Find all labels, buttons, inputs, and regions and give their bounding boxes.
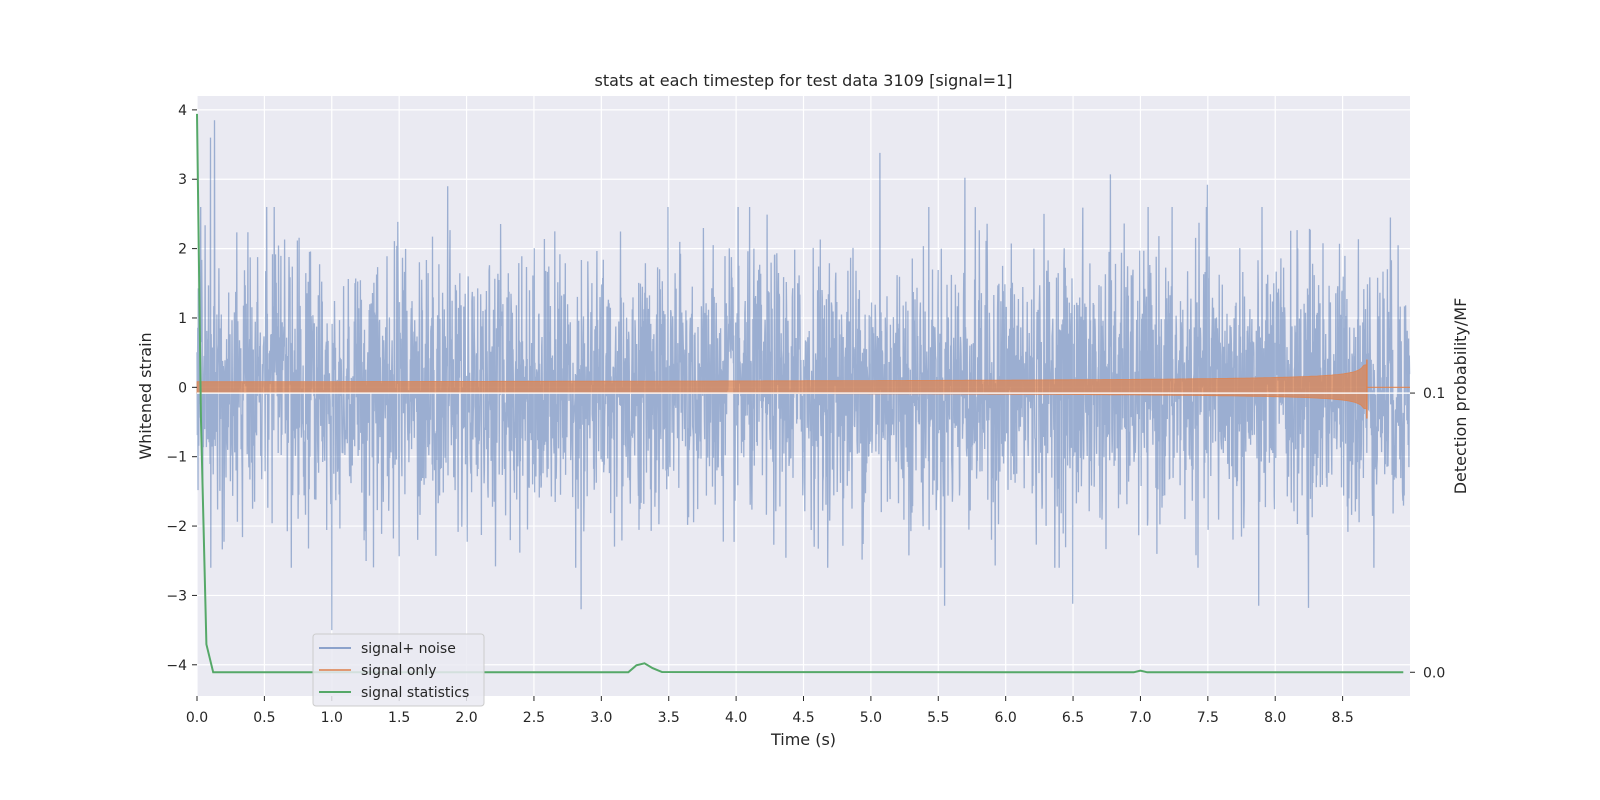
y-tick-label: 4 <box>178 103 187 119</box>
x-tick-label: 2.0 <box>455 710 477 726</box>
y-axis-right-label: Detection probability/MF <box>1451 298 1470 495</box>
legend-label: signal only <box>361 663 436 679</box>
y-tick-label: 2 <box>178 242 187 258</box>
legend-label: signal+ noise <box>361 641 456 657</box>
y-tick-label: −3 <box>166 588 187 604</box>
y-tick-label: −2 <box>166 519 187 535</box>
y-right-tick-label: 0.0 <box>1423 665 1445 681</box>
y-right-tick-label: 0.1 <box>1423 386 1445 402</box>
legend: signal+ noise signal only signal statistic… <box>312 633 485 707</box>
y-tick-label: 0 <box>178 380 187 396</box>
x-tick-label: 0.0 <box>186 710 208 726</box>
chart-title: stats at each timestep for test data 310… <box>594 71 1012 90</box>
x-tick-label: 1.0 <box>321 710 343 726</box>
legend-label: signal statistics <box>361 685 469 701</box>
y-tick-label: 1 <box>178 311 187 327</box>
x-tick-label: 5.5 <box>927 710 949 726</box>
x-tick-label: 8.5 <box>1331 710 1353 726</box>
x-tick-label: 3.5 <box>658 710 680 726</box>
x-tick-label: 7.0 <box>1129 710 1151 726</box>
y-axis-label: Whitened strain <box>136 332 155 459</box>
series-signal-noise <box>196 120 1411 631</box>
x-tick-label: 6.5 <box>1062 710 1084 726</box>
x-tick-label: 1.5 <box>388 710 410 726</box>
signal-statistics-line <box>196 113 1404 674</box>
x-tick-label: 4.0 <box>725 710 747 726</box>
series-signal-statistics <box>196 113 1410 674</box>
signal-noise-line <box>196 120 1411 631</box>
x-tick-label: 0.5 <box>253 710 275 726</box>
y-tick-label: −4 <box>166 658 187 674</box>
x-tick-label: 4.5 <box>792 710 814 726</box>
x-tick-label: 8.0 <box>1264 710 1286 726</box>
x-tick-label: 2.5 <box>523 710 545 726</box>
x-tick-label: 6.0 <box>995 710 1017 726</box>
x-axis-label: Time (s) <box>770 730 836 749</box>
x-tick-label: 7.5 <box>1197 710 1219 726</box>
y-tick-label: 3 <box>178 172 187 188</box>
legend-box <box>312 633 485 707</box>
y-tick-label: −1 <box>166 450 187 466</box>
x-tick-label: 5.0 <box>860 710 882 726</box>
axes: 0.0 0.5 1.0 1.5 2.0 2.5 3.0 3.5 4.0 4.5 5.0 5.5 6.0 6… <box>166 103 1445 726</box>
x-tick-label: 3.0 <box>590 710 612 726</box>
